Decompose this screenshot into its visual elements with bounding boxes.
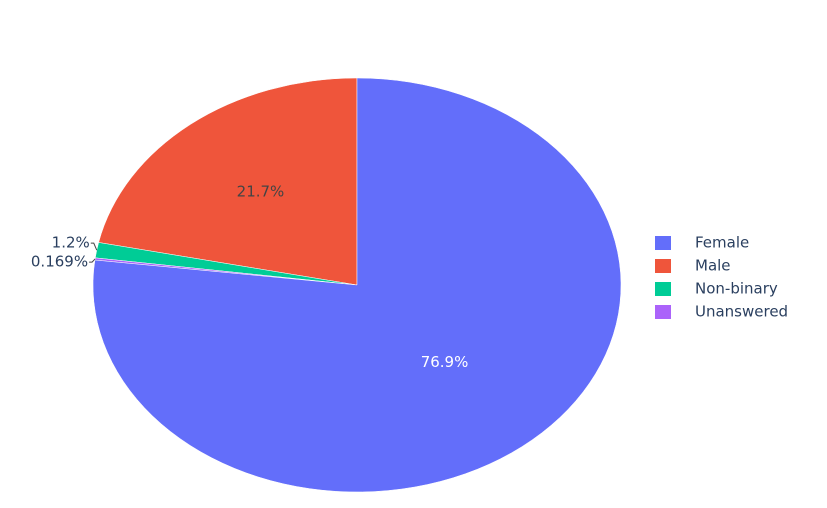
slice-label: 76.9% <box>421 353 469 371</box>
pie-slice <box>92 77 622 493</box>
legend-swatch <box>655 236 671 250</box>
legend-swatch <box>655 305 671 319</box>
legend-label: Non-binary <box>695 280 778 298</box>
pie-slice <box>98 77 358 286</box>
legend-label: Female <box>695 234 749 252</box>
slice-label: 1.2% <box>52 234 90 252</box>
legend-swatch <box>655 259 671 273</box>
slice-label: 0.169% <box>31 253 88 271</box>
pie: 21.7% 1.2%0.169% 76.9% <box>31 77 622 493</box>
leader-line <box>90 242 98 251</box>
slice-label: 21.7% <box>237 182 285 200</box>
legend-label: Male <box>695 257 731 275</box>
legend-swatch <box>655 282 671 296</box>
leader-line <box>89 258 96 263</box>
legend: Female Male Non-binary Unanswered <box>655 234 788 321</box>
legend-label: Unanswered <box>695 303 788 321</box>
